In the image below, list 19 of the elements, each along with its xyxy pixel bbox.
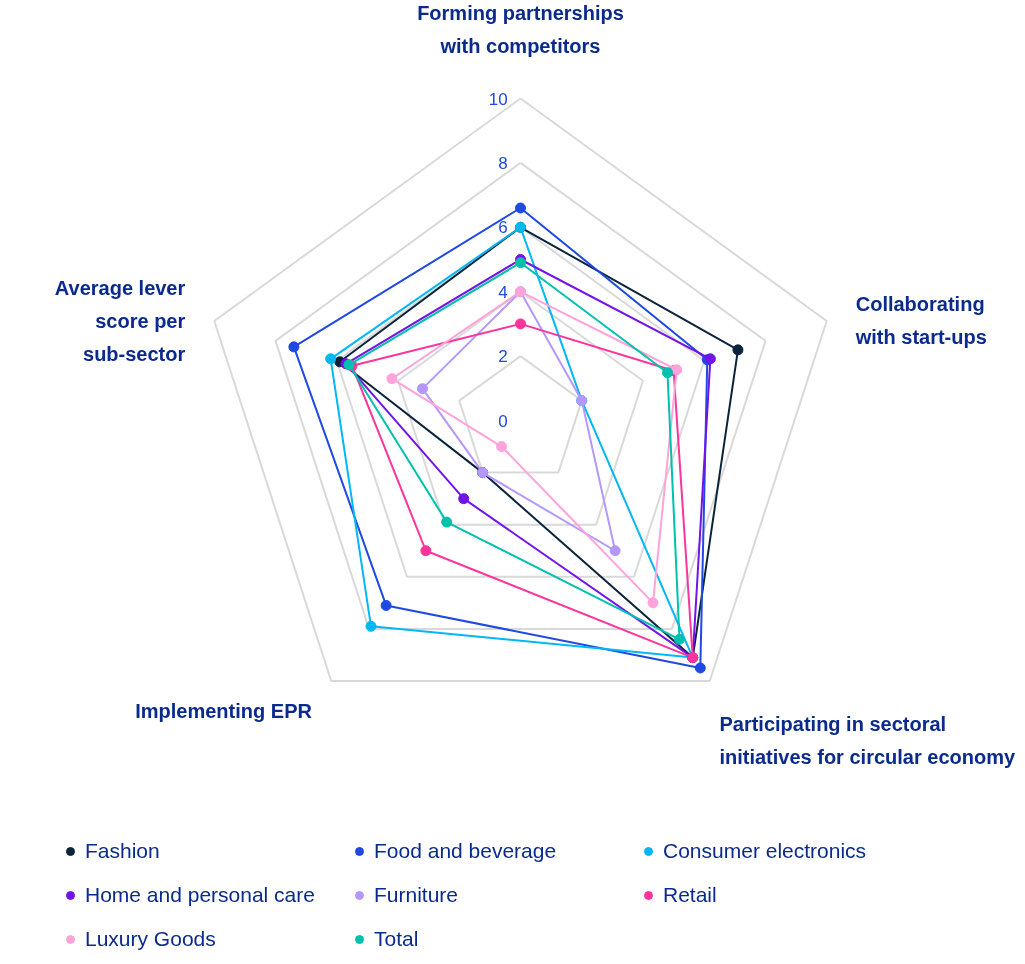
legend-label: Food and beverage [374, 838, 558, 864]
legend-label: Luxury Goods [85, 926, 217, 952]
y-tick-label: 2 [498, 347, 508, 367]
y-tick-label: 6 [498, 218, 508, 238]
y-tick-label: 0 [498, 411, 508, 431]
spoke-label: Implementing EPR [135, 700, 313, 723]
y-tick-label: 4 [498, 282, 508, 302]
spoke-label: Collaborating with start-ups [854, 293, 987, 349]
spoke-label: Forming partnerships with competitors [417, 1, 624, 57]
spoke-label: Participating in sectoral initiatives for circular economy [719, 713, 1016, 769]
legend-label: Home and personal care [85, 882, 316, 908]
y-tick-label: 8 [498, 153, 508, 173]
legend-label: Fashion [85, 838, 161, 864]
legend-label: Consumer electronics [663, 838, 868, 864]
legend-label: Furniture [374, 882, 460, 908]
legend-label: Retail [663, 882, 718, 908]
y-tick-label: 10 [488, 89, 508, 109]
legend-label: Total [374, 926, 420, 952]
spoke-label: Average lever score per sub-sector [54, 277, 186, 365]
